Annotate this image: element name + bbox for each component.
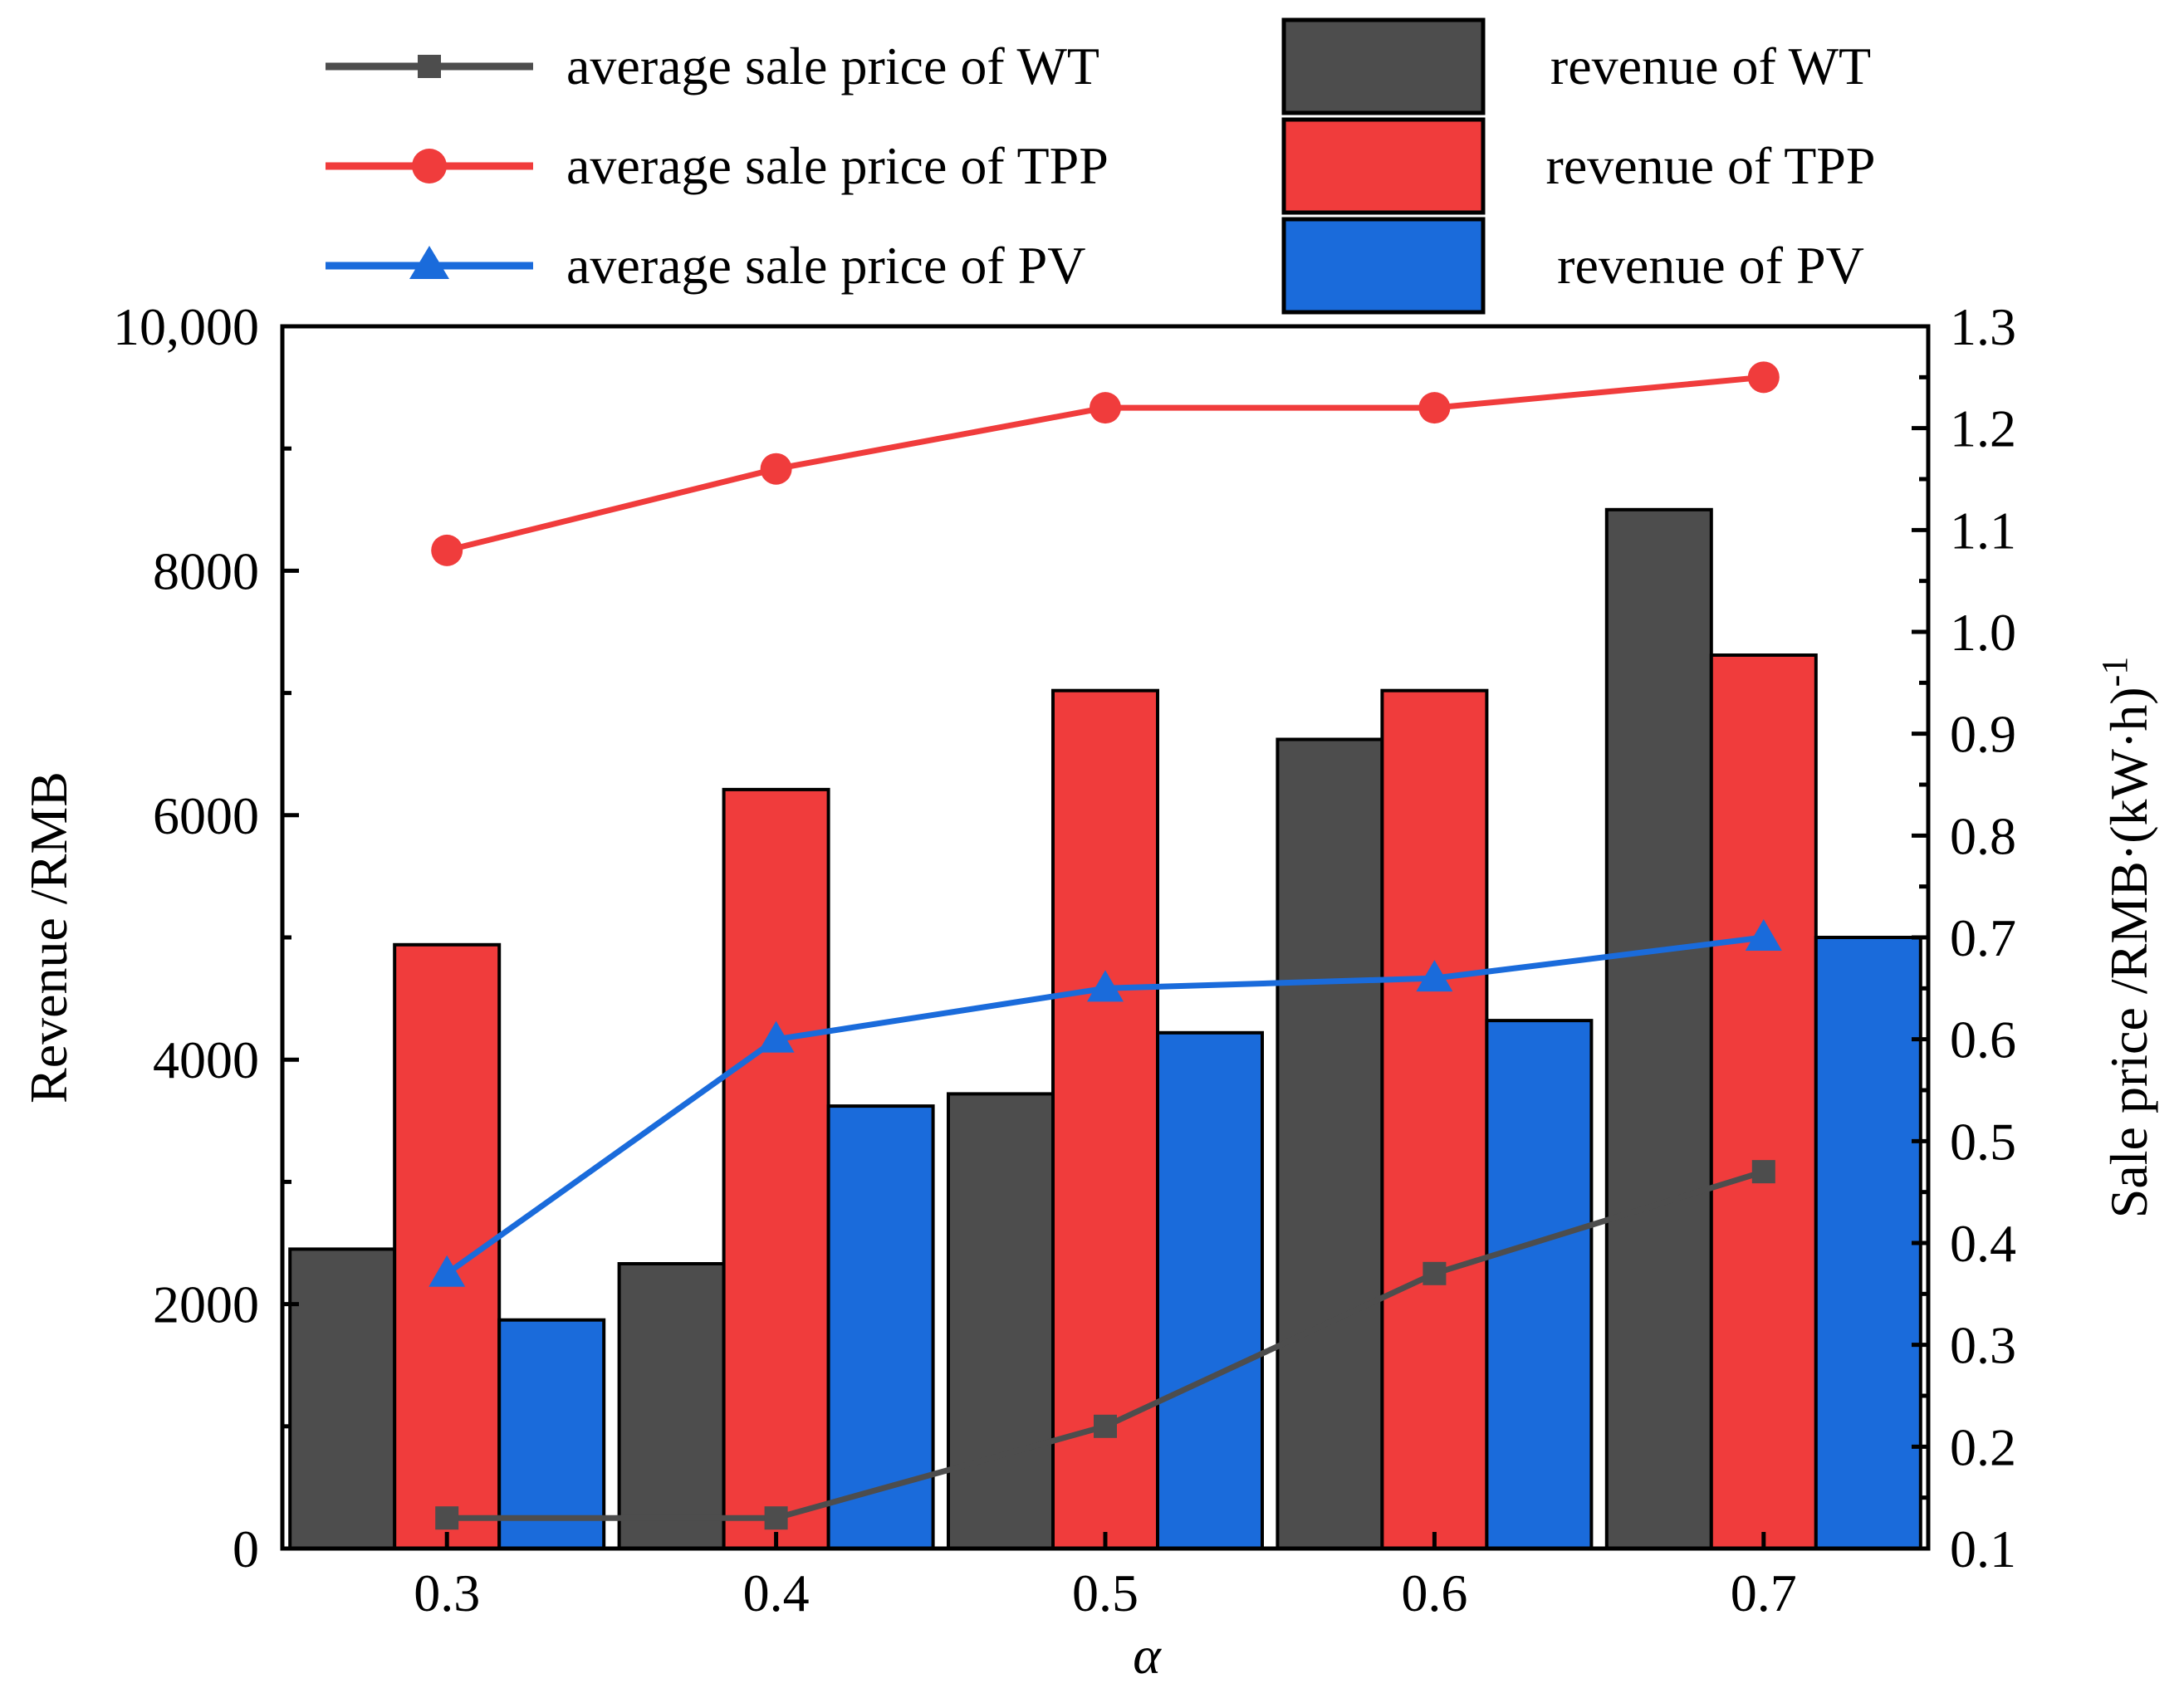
y2-tick-label: 0.6 [1950,1010,2016,1069]
marker-average-sale-price-of-wt-0.7 [1751,1160,1775,1184]
bar-revenue-of-pv-0.5 [1156,1030,1264,1551]
y-tick-label: 2000 [153,1275,259,1334]
y2-axis-title-superscript: -1 [2094,657,2135,688]
y-tick-label: 10,000 [113,297,259,356]
marker-average-sale-price-of-pv-0.3 [428,1255,466,1287]
marker-average-sale-price-of-wt-0.4 [764,1506,788,1530]
tick-labels-layer: 0 2000 4000 6000 8000 10,000 0.1 0.2 0.3 0.4 0.5 0.… [113,297,2016,1622]
y-tick-label: 4000 [153,1030,259,1089]
y2-axis-title-main: Sale price /RMB·(kW·h) [2099,687,2158,1218]
marker-average-sale-price-of-pv-0.5 [1087,970,1124,1002]
x-tick-label: 0.7 [1731,1563,1797,1622]
marker-average-sale-price-of-tpp-0.3 [431,534,463,566]
x-tick-label: 0.5 [1072,1563,1139,1622]
legend-marker-average-sale-price-of-tpp [412,149,447,184]
y-tick-label: 0 [233,1519,259,1578]
marker-average-sale-price-of-tpp-0.6 [1418,392,1451,424]
bar-revenue-of-pv-0.3 [497,1318,606,1550]
legend-label-average-sale-price-of-pv: average sale price of PV [566,236,1085,295]
ticks-layer [282,324,1928,1551]
y2-axis-title: Sale price /RMB·(kW·h)-1 [2094,657,2158,1218]
bar-revenue-of-wt-0.3 [288,1247,397,1551]
legend-swatch-revenue-of-tpp [1281,117,1486,215]
bar-revenue-of-pv-0.4 [826,1104,935,1550]
bar-revenue-of-tpp-0.6 [1380,688,1489,1551]
legend-label-revenue-of-tpp: revenue of TPP [1546,136,1876,195]
y2-tick-label: 1.0 [1950,603,2016,662]
bar-revenue-of-tpp-0.7 [1709,653,1818,1550]
legend-label-revenue-of-wt: revenue of WT [1550,37,1871,95]
y-tick-label: 6000 [153,786,259,845]
lines-layer [428,361,1782,1530]
marker-average-sale-price-of-pv-0.7 [1745,919,1782,951]
legend-marker-average-sale-price-of-pv [409,246,449,279]
legend: average sale price of WT average sale pri… [326,17,1876,315]
y2-tick-label: 0.5 [1950,1112,2016,1171]
y2-tick-label: 1.1 [1950,501,2016,560]
y2-tick-label: 0.8 [1950,806,2016,865]
y2-tick-label: 0.1 [1950,1519,2016,1578]
legend-swatch-revenue-of-pv [1281,217,1486,315]
bar-revenue-of-wt-0.6 [1276,737,1384,1550]
legend-label-average-sale-price-of-tpp: average sale price of TPP [566,136,1109,195]
x-tick-label: 0.4 [743,1563,810,1622]
marker-average-sale-price-of-wt-0.5 [1094,1414,1117,1438]
bars-layer [288,507,1922,1551]
marker-average-sale-price-of-tpp-0.7 [1747,361,1780,394]
legend-swatch-revenue-of-wt [1281,17,1486,115]
marker-average-sale-price-of-wt-0.6 [1423,1261,1447,1285]
y-tick-label: 8000 [153,541,259,600]
x-tick-label: 0.3 [414,1563,480,1622]
marker-average-sale-price-of-tpp-0.4 [760,453,792,485]
marker-average-sale-price-of-pv-0.6 [1416,960,1453,992]
legend-marker-average-sale-price-of-wt [418,55,441,78]
legend-label-average-sale-price-of-wt: average sale price of WT [566,37,1099,95]
y2-tick-label: 0.2 [1950,1417,2016,1476]
y2-tick-label: 1.2 [1950,399,2016,458]
y2-tick-label: 0.4 [1950,1214,2016,1273]
marker-average-sale-price-of-tpp-0.5 [1090,392,1121,424]
bar-revenue-of-pv-0.6 [1485,1019,1594,1550]
y2-tick-label: 0.3 [1950,1316,2016,1375]
bar-revenue-of-wt-0.5 [947,1092,1055,1550]
marker-average-sale-price-of-pv-0.4 [757,1020,795,1053]
bar-revenue-of-tpp-0.4 [722,787,830,1550]
bar-revenue-of-wt-0.4 [617,1262,726,1550]
marker-average-sale-price-of-wt-0.3 [435,1506,459,1530]
y2-tick-label: 1.3 [1950,297,2016,356]
bar-revenue-of-pv-0.7 [1814,936,1922,1550]
x-axis-title: α [1133,1626,1162,1685]
y2-tick-label: 0.7 [1950,908,2016,967]
y-axis-title: Revenue /RMB [19,771,78,1103]
x-tick-label: 0.6 [1401,1563,1467,1622]
y2-tick-label: 0.9 [1950,705,2016,764]
bar-revenue-of-wt-0.7 [1604,507,1713,1550]
bar-revenue-of-tpp-0.5 [1051,688,1159,1551]
legend-label-revenue-of-pv: revenue of PV [1557,236,1864,295]
